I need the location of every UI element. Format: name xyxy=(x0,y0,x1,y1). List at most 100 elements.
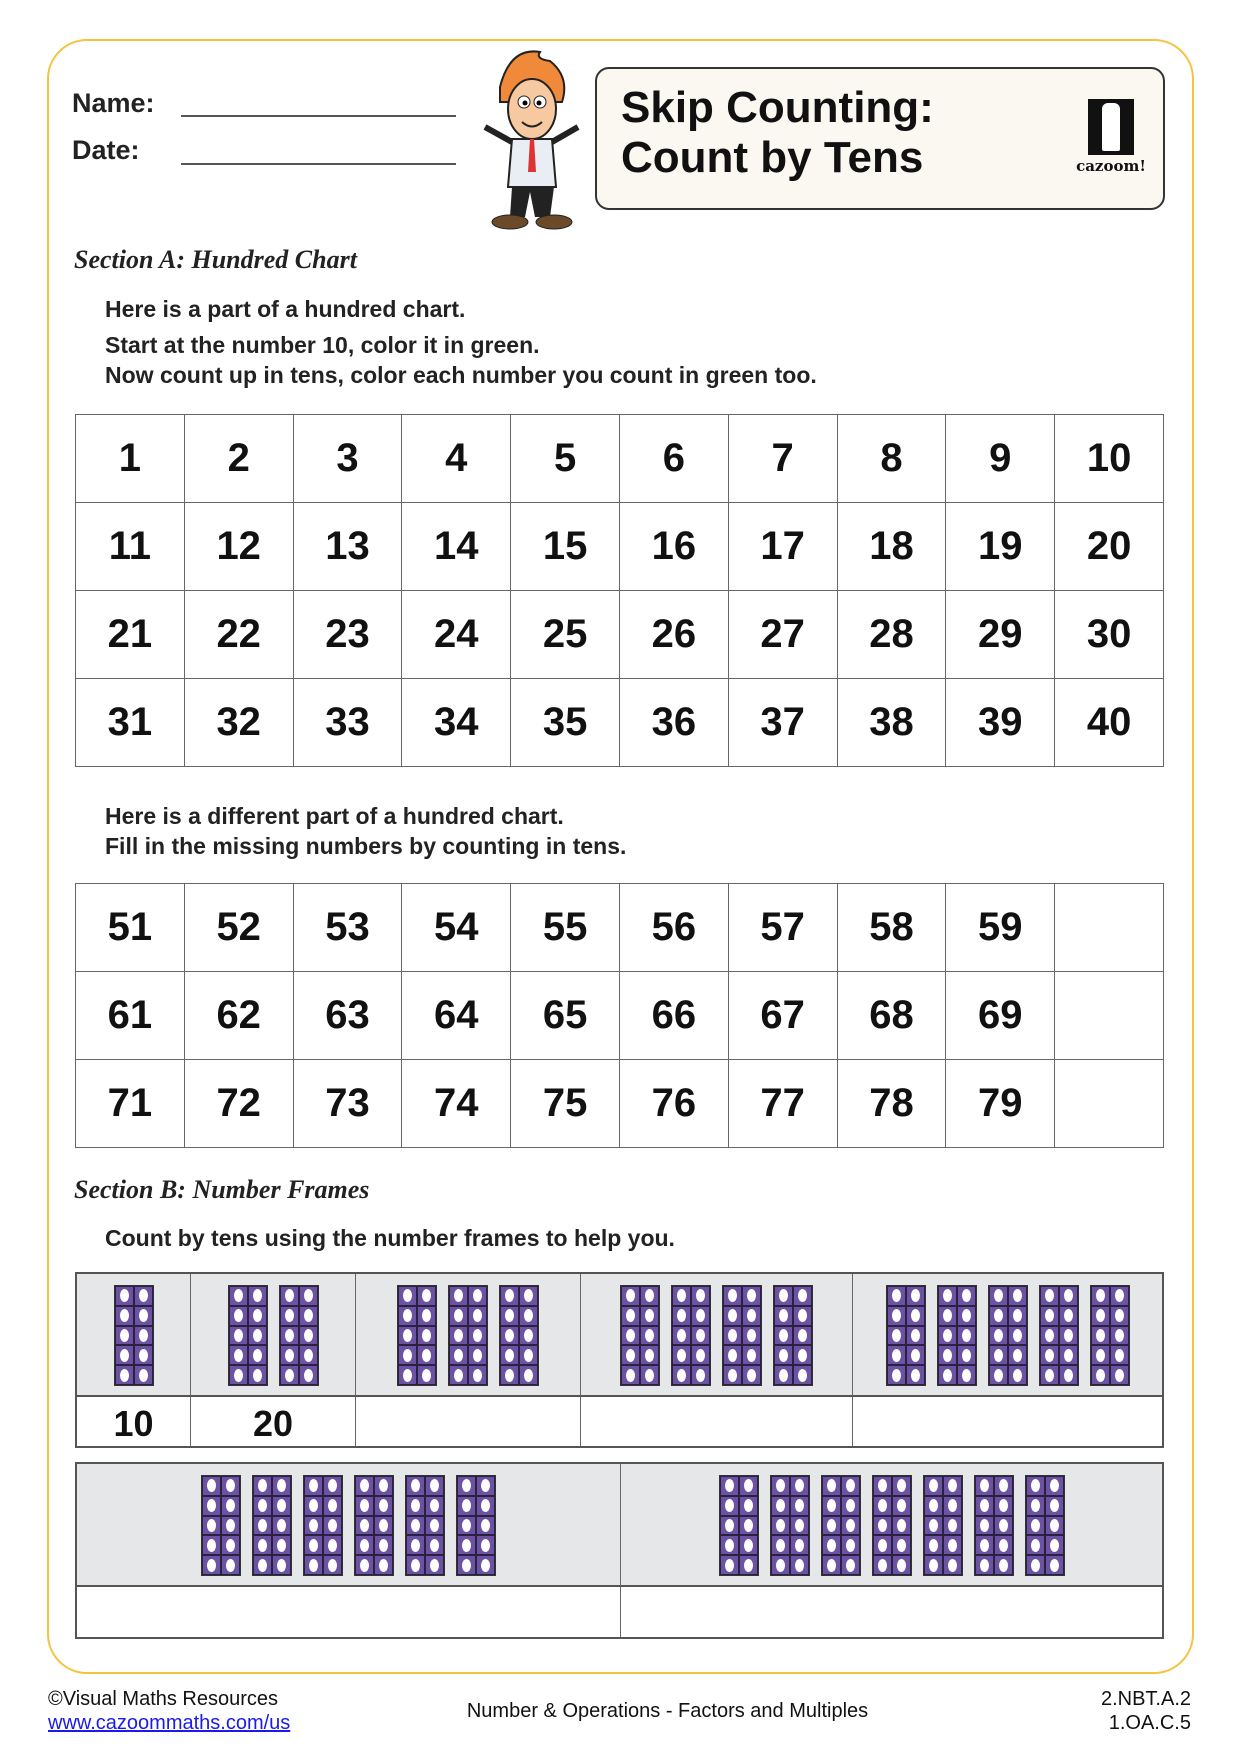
counter-dot xyxy=(1039,1365,1059,1385)
ten-frame xyxy=(922,1475,963,1576)
counter-dot xyxy=(449,1345,468,1366)
counter-dot xyxy=(457,1535,476,1556)
counter-dot xyxy=(621,1365,640,1385)
counter-dot xyxy=(468,1286,487,1306)
number-cell: 51 xyxy=(75,883,185,972)
date-field[interactable] xyxy=(181,163,456,165)
instruction-text: Here is a different part of a hundred ch… xyxy=(105,803,564,829)
number-cell: 4 xyxy=(401,414,512,503)
counter-dot xyxy=(1007,1305,1027,1326)
number-cell: 38 xyxy=(836,678,947,767)
counter-dot xyxy=(691,1365,710,1385)
counter-dot xyxy=(640,1325,659,1346)
date-label: Date: xyxy=(72,135,140,165)
counter-dot xyxy=(640,1345,659,1366)
counter-dot xyxy=(937,1345,957,1366)
counter-dot xyxy=(974,1555,994,1575)
counter-dot xyxy=(905,1365,925,1385)
number-cell: 2 xyxy=(183,414,294,503)
counter-dot xyxy=(1058,1365,1078,1385)
counter-dot xyxy=(840,1515,860,1536)
counter-dot xyxy=(253,1535,272,1556)
counter-dot xyxy=(398,1286,417,1306)
chart-row: 61 62 63 64 65 66 67 68 69 xyxy=(75,971,1164,1060)
counter-dot xyxy=(1109,1345,1129,1366)
answer-cell[interactable] xyxy=(356,1397,581,1446)
counter-dot xyxy=(770,1535,790,1556)
counter-dot xyxy=(942,1515,962,1536)
counter-dot xyxy=(988,1286,1008,1306)
instruction-text: Here is a part of a hundred chart. xyxy=(105,296,466,322)
answer-cell[interactable] xyxy=(77,1587,621,1637)
counter-dot xyxy=(993,1495,1013,1516)
counter-dot xyxy=(1090,1325,1110,1346)
counter-dot xyxy=(228,1345,248,1366)
counter-dot xyxy=(1025,1555,1045,1575)
answer-cell[interactable]: 20 xyxy=(191,1397,356,1446)
counter-dot xyxy=(793,1345,812,1366)
ten-frame xyxy=(620,1285,660,1386)
number-cell: 3 xyxy=(292,414,403,503)
counter-dot xyxy=(1039,1286,1059,1306)
counter-dot xyxy=(398,1345,417,1366)
number-cell: 31 xyxy=(75,678,185,767)
counter-dot xyxy=(1039,1305,1059,1326)
section-a-heading: Section A: Hundred Chart xyxy=(74,245,357,274)
counter-dot xyxy=(742,1365,761,1385)
number-frames-table-1: 10 20 xyxy=(75,1272,1164,1448)
counter-dot xyxy=(304,1555,323,1575)
counter-dot xyxy=(1109,1305,1129,1326)
counter-dot xyxy=(742,1345,761,1366)
counter-dot xyxy=(942,1495,962,1516)
number-cell: 15 xyxy=(510,502,620,591)
counter-dot xyxy=(279,1325,299,1346)
ten-frames-image xyxy=(853,1274,1162,1397)
chart-row: 1 2 3 4 5 6 7 8 9 10 xyxy=(75,414,1164,503)
counter-dot xyxy=(821,1535,841,1556)
number-cell: 17 xyxy=(727,502,838,591)
counter-dot xyxy=(923,1476,943,1496)
number-cell: 32 xyxy=(183,678,294,767)
counter-dot xyxy=(468,1345,487,1366)
counter-dot xyxy=(374,1476,393,1496)
ten-frame xyxy=(499,1285,539,1386)
counter-dot xyxy=(672,1345,691,1366)
website-link[interactable]: www.cazoommaths.com/us xyxy=(48,1712,291,1734)
answer-cell[interactable] xyxy=(853,1397,1162,1446)
counter-dot xyxy=(323,1476,342,1496)
number-cell: 76 xyxy=(618,1059,729,1148)
name-field[interactable] xyxy=(181,115,456,117)
counter-dot xyxy=(719,1495,739,1516)
answer-cell[interactable] xyxy=(621,1587,1162,1637)
counter-dot xyxy=(1007,1365,1027,1385)
number-cell: 74 xyxy=(401,1059,512,1148)
counter-dot xyxy=(723,1345,742,1366)
counter-dot xyxy=(840,1495,860,1516)
standard-code-1: 2.NBT.A.2 xyxy=(1100,1688,1191,1710)
counter-dot xyxy=(840,1476,860,1496)
counter-dot xyxy=(742,1305,761,1326)
counter-dot xyxy=(1058,1305,1078,1326)
counter-dot xyxy=(872,1535,892,1556)
answer-value: 20 xyxy=(252,1403,294,1444)
counter-dot xyxy=(821,1476,841,1496)
answer-cell[interactable] xyxy=(1054,883,1164,972)
counter-dot xyxy=(253,1476,272,1496)
counter-dot xyxy=(719,1515,739,1536)
counter-dot xyxy=(457,1555,476,1575)
hundred-chart-2: 51 52 53 54 55 56 57 58 59 61 62 63 64 65 66 67 68 69 71 72… xyxy=(75,883,1164,1148)
number-cell: 68 xyxy=(836,971,947,1060)
instruction-text: Fill in the missing numbers by counting … xyxy=(105,833,627,859)
counter-dot xyxy=(476,1555,495,1575)
answer-cell[interactable] xyxy=(581,1397,853,1446)
answer-value: 10 xyxy=(113,1403,154,1444)
answer-cell[interactable] xyxy=(1054,1059,1164,1148)
counter-dot xyxy=(417,1305,436,1326)
ten-frames-image xyxy=(77,1464,621,1587)
counter-dot xyxy=(247,1345,267,1366)
counter-dot xyxy=(298,1325,318,1346)
answer-cell[interactable]: 10 xyxy=(77,1397,191,1446)
name-label: Name: xyxy=(72,88,155,118)
answer-cell[interactable] xyxy=(1054,971,1164,1060)
counter-dot xyxy=(476,1535,495,1556)
